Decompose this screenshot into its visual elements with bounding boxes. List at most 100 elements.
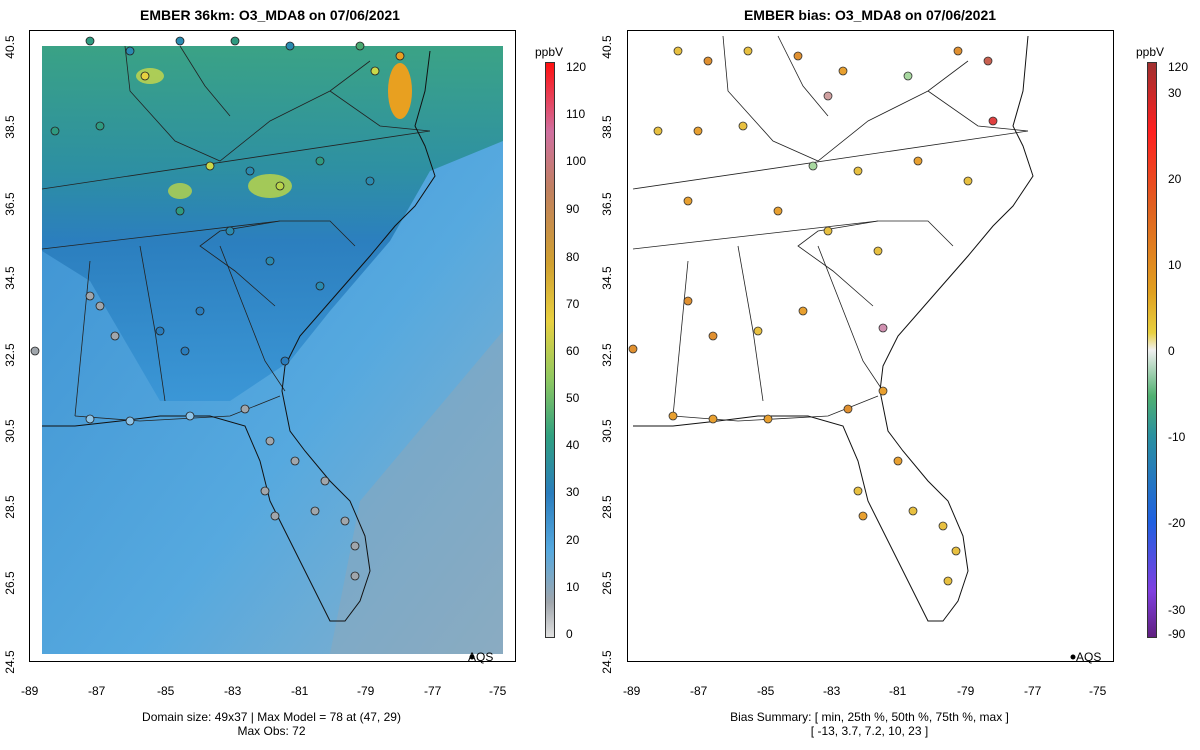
station-marker (95, 301, 105, 311)
x-tick: -81 (291, 684, 309, 698)
colorbar-tick: -30 (1168, 603, 1186, 617)
station-marker (85, 414, 95, 424)
station-marker (315, 281, 325, 291)
bias-map-panel[interactable] (627, 30, 1114, 662)
bias-marker (683, 296, 693, 306)
colorbar-unit-left: ppbV (535, 45, 564, 59)
bias-marker (823, 226, 833, 236)
bias-marker (963, 176, 973, 186)
concentration-map-panel[interactable] (29, 30, 516, 662)
colorbar-tick: 50 (566, 391, 580, 405)
station-markers (30, 36, 405, 581)
station-marker (310, 506, 320, 516)
bias-marker (893, 456, 903, 466)
y-tick: 26.5 (3, 571, 17, 595)
map-legend-right: AQS (1076, 650, 1101, 664)
colorbar-unit-right: ppbV (1136, 45, 1165, 59)
x-tick: -79 (357, 684, 375, 698)
station-marker (315, 156, 325, 166)
colorbar-tick: 110 (566, 107, 586, 121)
domain-summary: Domain size: 49x37 | Max Model = 78 at (… (29, 710, 514, 738)
legend-label: AQS (1076, 650, 1102, 664)
station-marker (245, 166, 255, 176)
state-boundaries (632, 35, 1029, 422)
x-tick: -85 (157, 684, 175, 698)
station-marker (175, 36, 185, 46)
bias-marker (703, 56, 713, 66)
y-tick: 36.5 (3, 192, 17, 216)
x-tick: -83 (823, 684, 841, 698)
model-low-region (330, 331, 503, 654)
colorbar-tick: 0 (566, 627, 573, 641)
x-axis-ticks-left: -89 -87 -85 -83 -81 -79 -77 -75 (21, 684, 514, 698)
state-boundaries (41, 45, 431, 422)
station-marker (30, 346, 40, 356)
station-marker (340, 516, 350, 526)
x-tick: -83 (224, 684, 242, 698)
hotspot-ohio (136, 68, 164, 84)
colorbar-tick: 30 (566, 485, 580, 499)
x-tick: -81 (889, 684, 907, 698)
bias-marker (843, 404, 853, 414)
bias-markers (628, 46, 998, 586)
colorbar-tick: 10 (1168, 258, 1182, 272)
bias-marker (988, 116, 998, 126)
station-marker (265, 436, 275, 446)
colorbar-tick: 120 (1168, 60, 1189, 74)
coastline (633, 35, 1034, 622)
x-tick: -79 (957, 684, 975, 698)
bias-marker (838, 66, 848, 76)
y-tick: 30.5 (600, 419, 614, 443)
station-marker (125, 46, 135, 56)
y-tick: 36.5 (600, 192, 614, 216)
colorbar-tick: 20 (1168, 172, 1182, 186)
station-marker (125, 416, 135, 426)
station-marker (185, 411, 195, 421)
bias-marker (983, 56, 993, 66)
bias-marker (673, 46, 683, 56)
station-marker (290, 456, 300, 466)
colorbar-right (1147, 62, 1157, 638)
station-marker (270, 511, 280, 521)
bias-marker (628, 344, 638, 354)
concentration-map (30, 36, 503, 660)
station-marker (230, 36, 240, 46)
bias-marker (708, 414, 718, 424)
y-tick: 32.5 (600, 343, 614, 367)
map-legend-left: AQS (468, 650, 493, 664)
station-marker (180, 346, 190, 356)
bias-marker (853, 166, 863, 176)
station-marker (280, 356, 290, 366)
y-tick: 34.5 (3, 266, 17, 290)
x-tick: -89 (21, 684, 39, 698)
hotspot-chesapeake (388, 63, 412, 119)
station-marker (275, 181, 285, 191)
station-marker (370, 66, 380, 76)
bias-marker (943, 576, 953, 586)
station-marker (265, 256, 275, 266)
station-marker (175, 206, 185, 216)
colorbar-tick: 10 (566, 580, 580, 594)
y-tick: 26.5 (600, 571, 614, 595)
colorbar-tick: 20 (566, 533, 580, 547)
x-tick: -77 (424, 684, 442, 698)
x-tick: -89 (623, 684, 641, 698)
y-tick: 38.5 (600, 115, 614, 139)
station-marker (50, 126, 60, 136)
bias-summary-header: Bias Summary: [ min, 25th %, 50th %, 75t… (730, 710, 1009, 724)
y-tick: 28.5 (3, 495, 17, 519)
station-marker (365, 176, 375, 186)
bias-marker (873, 246, 883, 256)
station-marker (85, 36, 95, 46)
bias-marker (823, 91, 833, 101)
bias-marker (773, 206, 783, 216)
station-marker (395, 51, 405, 61)
colorbar-tick: -20 (1168, 516, 1186, 530)
bias-marker (753, 326, 763, 336)
bias-summary: Bias Summary: [ min, 25th %, 50th %, 75t… (627, 710, 1112, 738)
station-marker (350, 571, 360, 581)
bias-marker (858, 511, 868, 521)
colorbar-tick: 100 (566, 154, 587, 168)
station-marker (140, 71, 150, 81)
y-tick: 28.5 (600, 495, 614, 519)
